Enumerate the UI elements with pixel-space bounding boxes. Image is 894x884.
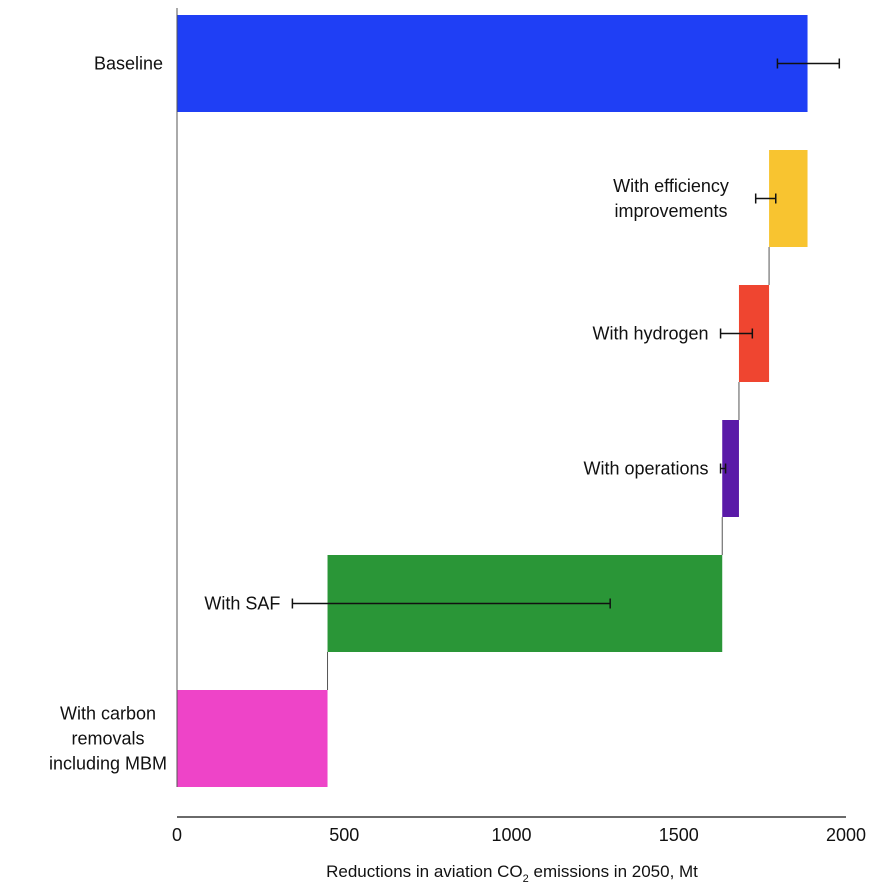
error-bar-2 [719,328,754,339]
error-bar-4 [291,598,611,609]
category-label-4: With SAF [204,594,280,614]
category-label-2: With hydrogen [593,324,709,344]
category-label-3: With operations [584,459,709,479]
x-axis-title: Reductions in aviation CO2 emissions in … [326,862,698,884]
category-label-5: With carbon removals including MBM [49,704,167,774]
bar-0 [177,15,808,112]
x-tick-label-1: 500 [329,825,359,845]
error-bar-1 [754,193,777,204]
category-labels-layer: Baseline With efficiency improvements With … [49,54,729,774]
x-axis: 0 500 1000 1500 2000 [172,8,866,845]
category-label-1: With efficiency improvements [613,176,729,221]
error-bars-layer [291,58,841,609]
x-tick-label-3: 1500 [659,825,699,845]
x-tick-label-0: 0 [172,825,182,845]
error-bar-3 [719,463,727,474]
error-bar-0 [776,58,841,69]
bars-layer [177,15,808,787]
x-tick-label-4: 2000 [826,825,866,845]
bar-5 [177,690,328,787]
category-label-0: Baseline [94,54,163,74]
bar-3 [722,420,739,517]
x-tick-label-2: 1000 [491,825,531,845]
